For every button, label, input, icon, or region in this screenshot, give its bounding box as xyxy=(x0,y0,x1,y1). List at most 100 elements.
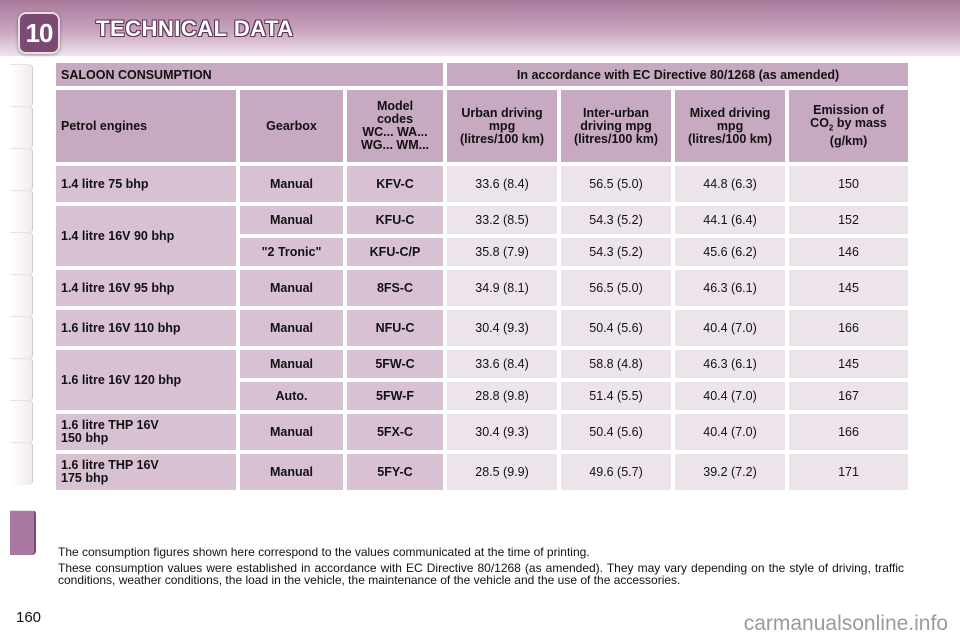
mixed-cell: 44.8 (6.3) xyxy=(675,166,786,202)
co2-cell: 166 xyxy=(789,414,909,450)
urban-cell: 33.6 (8.4) xyxy=(447,350,558,378)
header-band: 10 TECHNICAL DATA xyxy=(0,0,960,56)
table-row: 1.4 litre 16V 95 bhp Manual 8FS-C 34.9 (… xyxy=(56,270,909,306)
urban-cell: 35.8 (7.9) xyxy=(447,238,558,266)
chapter-badge: 10 xyxy=(18,12,60,54)
watermark: carmanualsonline.info xyxy=(743,612,948,635)
table-directive-note: In accordance with EC Directive 80/1268 … xyxy=(447,63,909,86)
interurban-cell: 56.5 (5.0) xyxy=(561,166,672,202)
interurban-cell: 49.6 (5.7) xyxy=(561,454,672,490)
gearbox-cell: Manual xyxy=(240,454,343,490)
engine-cell: 1.4 litre 16V 95 bhp xyxy=(56,270,236,306)
chapter-tab[interactable] xyxy=(10,148,33,191)
chapter-tab[interactable] xyxy=(10,442,33,485)
model-code-cell: NFU-C xyxy=(347,310,444,346)
table-row: 1.6 litre THP 16V 150 bhp Manual 5FX-C 30… xyxy=(56,414,909,450)
engine-cell: 1.4 litre 16V 90 bhp xyxy=(56,206,236,266)
chapter-tab[interactable] xyxy=(10,232,33,275)
mixed-cell: 40.4 (7.0) xyxy=(675,382,786,410)
table-row: "2 Tronic" KFU-C/P 35.8 (7.9) 54.3 (5.2)… xyxy=(56,238,909,266)
gearbox-cell: Manual xyxy=(240,310,343,346)
chapter-tab-active[interactable] xyxy=(10,510,36,555)
chapter-tab[interactable] xyxy=(10,64,33,107)
model-code-cell: KFU-C xyxy=(347,206,444,234)
interurban-cell: 54.3 (5.2) xyxy=(561,238,672,266)
table-row: 1.4 litre 75 bhp Manual KFV-C 33.6 (8.4)… xyxy=(56,166,909,202)
interurban-cell: 58.8 (4.8) xyxy=(561,350,672,378)
chapter-tab[interactable] xyxy=(10,190,33,233)
model-code-cell: 8FS-C xyxy=(347,270,444,306)
col-header-emission: Emission of CO2 by mass (g/km) xyxy=(789,90,909,162)
urban-cell: 28.5 (9.9) xyxy=(447,454,558,490)
urban-cell: 28.8 (9.8) xyxy=(447,382,558,410)
model-code-cell: 5FW-C xyxy=(347,350,444,378)
mixed-cell: 46.3 (6.1) xyxy=(675,350,786,378)
gearbox-cell: "2 Tronic" xyxy=(240,238,343,266)
chapter-tab[interactable] xyxy=(10,316,33,359)
col-header-engine: Petrol engines xyxy=(56,90,236,162)
engine-cell: 1.6 litre THP 16V 150 bhp xyxy=(56,414,236,450)
col-header-mixed: Mixed driving mpg (litres/100 km) xyxy=(675,90,786,162)
page-title: TECHNICAL DATA xyxy=(96,16,294,41)
co2-cell: 166 xyxy=(789,310,909,346)
mixed-cell: 44.1 (6.4) xyxy=(675,206,786,234)
page-number: 160 xyxy=(16,609,42,626)
footnote: The consumption figures shown here corre… xyxy=(58,545,590,559)
urban-cell: 33.2 (8.5) xyxy=(447,206,558,234)
chapter-tab[interactable] xyxy=(10,106,33,149)
consumption-table-wrapper: SALOON CONSUMPTION In accordance with EC… xyxy=(56,63,909,494)
table-row: Auto. 5FW-F 28.8 (9.8) 51.4 (5.5) 40.4 (… xyxy=(56,382,909,410)
model-code-cell: KFV-C xyxy=(347,166,444,202)
engine-cell: 1.6 litre 16V 110 bhp xyxy=(56,310,236,346)
col-header-gearbox: Gearbox xyxy=(240,90,343,162)
interurban-cell: 50.4 (5.6) xyxy=(561,414,672,450)
gearbox-cell: Manual xyxy=(240,270,343,306)
consumption-table: SALOON CONSUMPTION In accordance with EC… xyxy=(52,59,912,494)
interurban-cell: 51.4 (5.5) xyxy=(561,382,672,410)
table-title: SALOON CONSUMPTION xyxy=(56,63,444,86)
co2-cell: 167 xyxy=(789,382,909,410)
model-code-cell: KFU-C/P xyxy=(347,238,444,266)
co2-cell: 145 xyxy=(789,270,909,306)
urban-cell: 33.6 (8.4) xyxy=(447,166,558,202)
col-header-model-codes: Model codes WC... WA... WG... WM... xyxy=(347,90,444,162)
gearbox-cell: Manual xyxy=(240,166,343,202)
urban-cell: 30.4 (9.3) xyxy=(447,310,558,346)
chapter-tab[interactable] xyxy=(10,358,33,401)
model-code-cell: 5FY-C xyxy=(347,454,444,490)
interurban-cell: 54.3 (5.2) xyxy=(561,206,672,234)
footnote: These consumption values were establishe… xyxy=(58,561,904,587)
co2-cell: 152 xyxy=(789,206,909,234)
table-row: 1.6 litre 16V 110 bhp Manual NFU-C 30.4 … xyxy=(56,310,909,346)
col-header-interurban: Inter-urban driving mpg (litres/100 km) xyxy=(561,90,672,162)
mixed-cell: 46.3 (6.1) xyxy=(675,270,786,306)
co2-cell: 145 xyxy=(789,350,909,378)
co2-cell: 150 xyxy=(789,166,909,202)
table-row: 1.6 litre 16V 120 bhp Manual 5FW-C 33.6 … xyxy=(56,350,909,410)
interurban-cell: 56.5 (5.0) xyxy=(561,270,672,306)
footnotes: The consumption figures shown here corre… xyxy=(58,546,904,590)
chapter-tab[interactable] xyxy=(10,400,33,443)
engine-cell: 1.6 litre THP 16V 175 bhp xyxy=(56,454,236,490)
mixed-cell: 39.2 (7.2) xyxy=(675,454,786,490)
model-code-cell: 5FW-F xyxy=(347,382,444,410)
gearbox-cell: Manual xyxy=(240,206,343,234)
gearbox-cell: Manual xyxy=(240,350,343,378)
interurban-cell: 50.4 (5.6) xyxy=(561,310,672,346)
mixed-cell: 40.4 (7.0) xyxy=(675,414,786,450)
engine-cell: 1.4 litre 75 bhp xyxy=(56,166,236,202)
co2-cell: 146 xyxy=(789,238,909,266)
urban-cell: 30.4 (9.3) xyxy=(447,414,558,450)
chapter-tabs xyxy=(0,64,36,574)
chapter-tab[interactable] xyxy=(10,274,33,317)
urban-cell: 34.9 (8.1) xyxy=(447,270,558,306)
engine-cell: 1.6 litre 16V 120 bhp xyxy=(56,350,236,410)
model-code-cell: 5FX-C xyxy=(347,414,444,450)
table-row: 1.4 litre 16V 90 bhp Manual KFU-C 33.2 (… xyxy=(56,206,909,266)
mixed-cell: 45.6 (6.2) xyxy=(675,238,786,266)
gearbox-cell: Manual xyxy=(240,414,343,450)
mixed-cell: 40.4 (7.0) xyxy=(675,310,786,346)
co2-cell: 171 xyxy=(789,454,909,490)
gearbox-cell: Auto. xyxy=(240,382,343,410)
col-header-urban: Urban driving mpg (litres/100 km) xyxy=(447,90,558,162)
